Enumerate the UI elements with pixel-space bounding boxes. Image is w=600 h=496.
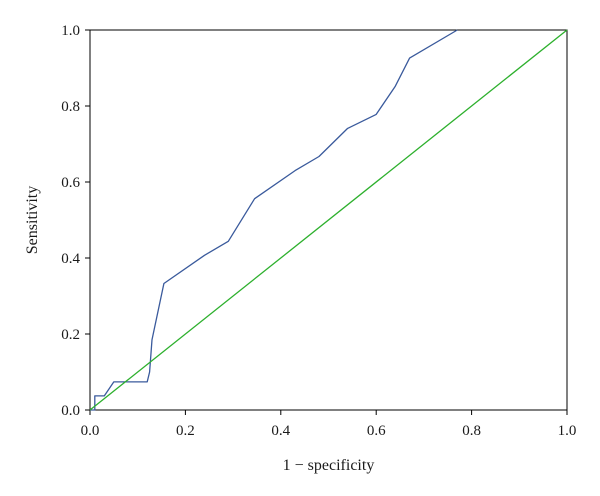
tick-group: 0.0 0.2 0.4 0.6 0.8 1.0 0.0 0.2 0.4 0.6 0.8 1.0	[61, 23, 576, 439]
x-tick-label: 0.8	[462, 423, 481, 439]
y-tick-label: 0.4	[61, 251, 80, 267]
series-layer	[89, 29, 568, 411]
x-tick-label: 1.0	[558, 423, 577, 439]
y-tick-label: 1.0	[61, 23, 80, 39]
y-tick-label: 0.6	[61, 175, 80, 191]
y-tick-label: 0.0	[61, 403, 80, 419]
y-axis-label: Sensitivity	[24, 186, 41, 254]
y-tick-label: 0.8	[61, 99, 80, 115]
roc-curve-line	[90, 29, 458, 411]
plot-frame	[89, 29, 568, 411]
y-tick-label: 0.2	[61, 327, 80, 343]
x-tick-label: 0.0	[81, 423, 100, 439]
x-tick-label: 0.4	[271, 423, 290, 439]
reference-diagonal-line	[89, 29, 568, 411]
x-axis-label: 1 − specificity	[283, 457, 375, 474]
x-tick-label: 0.6	[367, 423, 386, 439]
x-tick-label: 0.2	[176, 423, 195, 439]
